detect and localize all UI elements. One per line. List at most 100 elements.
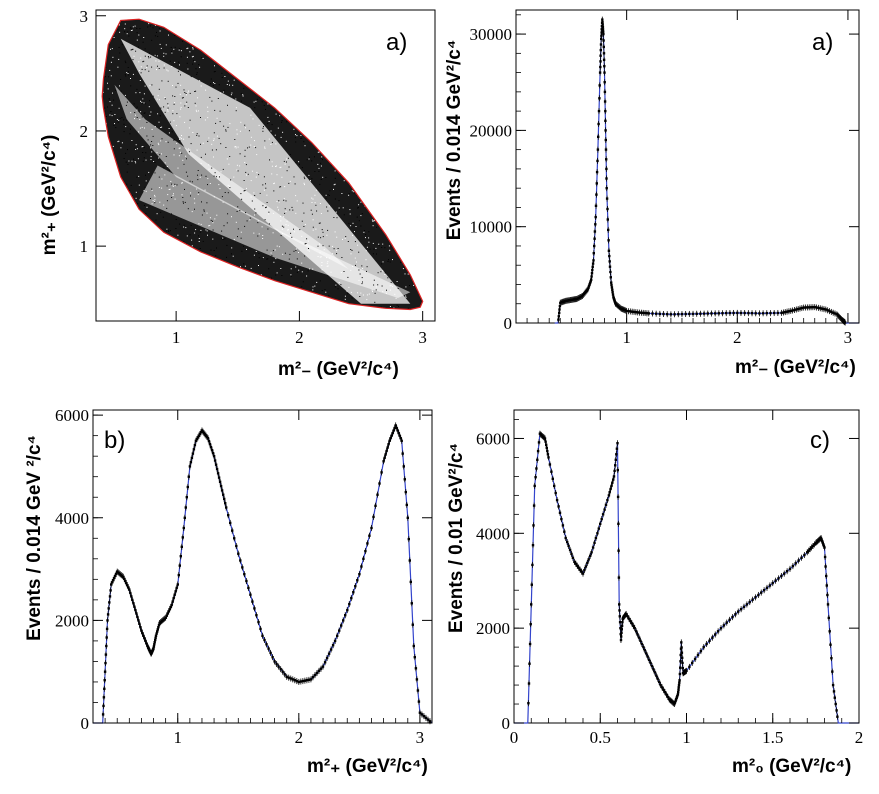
dalitz-point	[425, 149, 426, 150]
dalitz-point	[351, 190, 353, 192]
dalitz-point	[120, 307, 122, 309]
dalitz-point	[198, 259, 199, 261]
dalitz-point	[395, 230, 397, 232]
dalitz-point	[181, 152, 183, 154]
dalitz-point	[126, 183, 128, 185]
dalitz-point	[400, 96, 402, 98]
dalitz-point	[217, 34, 219, 35]
dalitz-point	[356, 88, 358, 90]
dalitz-point	[264, 140, 266, 142]
dalitz-point	[275, 39, 277, 41]
hist3-x-tick-label: 0.5	[590, 728, 611, 747]
dalitz-point	[390, 284, 392, 286]
dalitz-point	[348, 304, 350, 306]
dalitz-point	[229, 185, 230, 187]
dalitz-point	[143, 146, 145, 148]
dalitz-point	[255, 251, 257, 252]
dalitz-point	[321, 311, 322, 312]
dalitz-point	[305, 24, 307, 26]
dalitz-point	[192, 267, 194, 269]
dalitz-point	[433, 174, 434, 175]
dalitz-point	[186, 62, 188, 64]
dalitz-point	[262, 235, 264, 236]
dalitz-point	[270, 143, 272, 145]
dalitz-point	[378, 51, 380, 53]
dalitz-point	[196, 134, 198, 136]
dalitz-point	[272, 232, 274, 234]
dalitz-point	[158, 144, 160, 146]
dalitz-point	[142, 41, 144, 43]
dalitz-point	[199, 282, 201, 284]
dalitz-point	[134, 161, 136, 162]
dalitz-point	[426, 65, 427, 66]
dalitz-point	[107, 106, 108, 108]
dalitz-point	[115, 310, 116, 311]
dalitz-point	[262, 238, 264, 239]
dalitz-point	[335, 211, 337, 213]
dalitz-point	[101, 215, 102, 216]
dalitz-point	[181, 13, 182, 14]
dalitz-point	[346, 115, 348, 117]
dalitz-point	[208, 168, 210, 170]
dalitz-point	[266, 54, 268, 56]
dalitz-point	[327, 229, 329, 231]
dalitz-point	[176, 287, 178, 288]
dalitz-point	[235, 221, 237, 223]
dalitz-point	[127, 31, 129, 33]
dalitz-point	[128, 193, 130, 195]
dalitz-point	[146, 275, 148, 277]
dalitz-point	[150, 198, 151, 199]
dalitz-point	[398, 106, 399, 108]
dalitz-point	[428, 310, 429, 311]
dalitz-point	[171, 30, 173, 32]
dalitz-point	[242, 31, 244, 33]
dalitz-point	[281, 120, 283, 122]
dalitz-point	[434, 251, 435, 252]
dalitz-point	[233, 238, 235, 240]
dalitz-point	[281, 228, 283, 230]
dalitz-point	[168, 189, 170, 190]
dalitz-point	[304, 26, 306, 28]
dalitz-point	[314, 302, 316, 304]
dalitz-point	[317, 52, 319, 54]
dalitz-point	[299, 66, 301, 68]
dalitz-point	[419, 265, 421, 267]
dalitz-point	[170, 274, 172, 276]
dalitz-point	[140, 57, 142, 59]
dalitz-point	[151, 66, 153, 68]
dalitz-point	[166, 185, 168, 187]
dalitz-point	[172, 319, 173, 320]
hist2-y-tick-label: 2000	[55, 611, 89, 630]
dalitz-point	[299, 78, 301, 80]
dalitz-point	[430, 318, 431, 319]
dalitz-point	[403, 196, 405, 198]
dalitz-point	[253, 254, 255, 256]
dalitz-point	[361, 101, 363, 103]
dalitz-point	[381, 145, 383, 147]
dalitz-point	[215, 277, 217, 279]
dalitz-point	[171, 213, 172, 215]
dalitz-point	[349, 120, 350, 121]
dalitz-point	[131, 140, 133, 141]
dalitz-point	[386, 16, 387, 17]
dalitz-point	[386, 289, 387, 291]
dalitz-point	[267, 213, 269, 215]
dalitz-point	[433, 216, 434, 217]
dalitz-point	[113, 124, 115, 126]
dalitz-point	[226, 222, 228, 224]
dalitz-point	[271, 277, 272, 279]
dalitz-point	[139, 236, 141, 238]
dalitz-point	[240, 306, 242, 308]
dalitz-point	[105, 76, 106, 78]
dalitz-point	[316, 210, 318, 212]
dalitz-point	[345, 60, 347, 62]
dalitz-point	[209, 266, 211, 268]
dalitz-point	[178, 272, 180, 274]
dalitz-point	[121, 12, 122, 13]
dalitz-point	[345, 163, 347, 164]
dalitz-point	[346, 312, 347, 313]
dalitz-point	[200, 229, 202, 231]
dalitz-point	[114, 162, 116, 164]
dalitz-point	[214, 65, 215, 67]
dalitz-point	[341, 45, 343, 47]
